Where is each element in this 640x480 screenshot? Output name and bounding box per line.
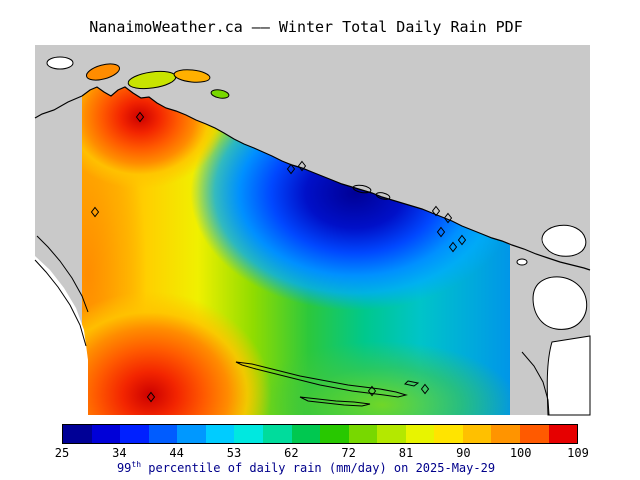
- island-sliver-outline: [299, 396, 371, 407]
- colorbar-tick-label: 25: [54, 446, 70, 460]
- colorbar-segment: [548, 425, 578, 443]
- inlet-water: [46, 56, 74, 70]
- colorbar-segment: [377, 425, 406, 443]
- island-outline: [352, 184, 372, 194]
- colorbar-tick-label: 81: [398, 446, 414, 460]
- coastline-path-west: [34, 95, 83, 119]
- colorbar-segment: [120, 425, 149, 443]
- inlet-blob: [173, 69, 211, 83]
- colorbar-segment: [520, 425, 549, 443]
- colorbar-segment: [262, 425, 292, 443]
- colorbar-segment: [234, 425, 263, 443]
- island-east: [541, 224, 587, 257]
- station-marker: [146, 391, 156, 403]
- station-marker: [90, 206, 100, 218]
- colorbar-segment: [320, 425, 349, 443]
- island-chain-outline: [235, 361, 408, 398]
- island-tiny-outline: [404, 380, 420, 387]
- geography-group: [34, 56, 591, 416]
- station-marker: [297, 160, 307, 172]
- colorbar: [62, 424, 578, 444]
- colorbar-tick-label: 90: [456, 446, 471, 460]
- caption: 99th percentile of daily rain (mm/day) o…: [0, 460, 612, 476]
- colorbar-ticks: 25 34 44 53 62 72 81 90 100 109: [55, 446, 589, 460]
- station-marker: [286, 163, 296, 175]
- colorbar-segment: [348, 425, 378, 443]
- station-markers: [90, 111, 467, 403]
- station-marker: [457, 234, 467, 246]
- colorbar-tick-label: 53: [226, 446, 242, 460]
- caption-base: 99: [116, 461, 132, 475]
- colorbar-segment: [63, 425, 92, 443]
- station-marker: [367, 385, 377, 397]
- inlet-blob: [127, 70, 177, 90]
- water-area-southwest: [35, 256, 88, 415]
- colorbar-tick-label: 34: [112, 446, 127, 460]
- colorbar-segment: [205, 425, 235, 443]
- inlet-line: [36, 235, 89, 313]
- colorbar-segment: [462, 425, 492, 443]
- station-marker: [420, 383, 430, 395]
- inlet-blob: [210, 89, 230, 99]
- colorbar-segment: [148, 425, 178, 443]
- colorbar-tick-label: 62: [284, 446, 299, 460]
- colorbar-segment: [291, 425, 321, 443]
- colorbar-segment: [91, 425, 121, 443]
- colorbar-segment: [177, 425, 206, 443]
- station-marker: [436, 226, 446, 238]
- inlet-blob: [85, 63, 121, 81]
- station-marker: [448, 241, 458, 253]
- station-marker: [443, 212, 453, 224]
- coastline-path: [81, 86, 591, 271]
- page-title: NanaimoWeather.ca —— Winter Total Daily …: [89, 18, 523, 36]
- island-southeast: [532, 276, 588, 330]
- colorbar-segment: [405, 425, 435, 443]
- colorbar-tick-label: 44: [169, 446, 184, 460]
- coastline-southeast: [521, 351, 550, 416]
- water-area-southeast: [546, 335, 591, 416]
- colorbar-segment: [491, 425, 520, 443]
- colorbar-tick-label: 100: [509, 446, 532, 460]
- caption-superscript: th: [131, 460, 142, 469]
- station-marker: [135, 111, 145, 123]
- caption-rest: percentile of daily rain (mm/day) on 202…: [141, 461, 496, 475]
- island-small-east: [516, 258, 528, 266]
- inlet-line: [34, 259, 87, 347]
- colorbar-segment: [434, 425, 463, 443]
- island-outline: [375, 192, 391, 200]
- station-marker: [431, 205, 441, 217]
- colorbar-tick-label: 72: [341, 446, 356, 460]
- colorbar-tick-label: 109: [567, 446, 589, 460]
